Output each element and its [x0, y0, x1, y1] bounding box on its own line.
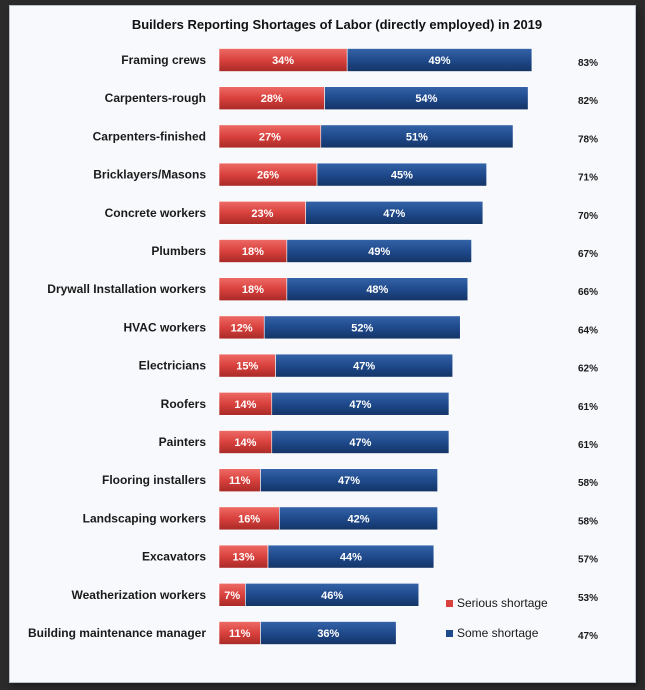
stacked-bar-chart: Builders Reporting Shortages of Labor (d…	[28, 17, 598, 645]
total-label: 71%	[578, 173, 598, 184]
category-label: Plumbers	[151, 244, 206, 258]
bar-some-shortage	[279, 506, 438, 531]
total-label: 61%	[578, 440, 598, 451]
bar-some-shortage	[271, 391, 450, 416]
category-label: Framing crews	[121, 53, 206, 67]
chart-title: Builders Reporting Shortages of Labor (d…	[132, 17, 542, 32]
category-label: Roofers	[161, 397, 207, 411]
total-label: 47%	[578, 631, 598, 642]
category-label: HVAC workers	[124, 320, 207, 334]
data-label: 18%	[242, 284, 264, 296]
total-label: 57%	[578, 555, 598, 566]
data-label: 13%	[232, 552, 254, 564]
bar-some-shortage	[305, 201, 484, 225]
data-label: 47%	[349, 437, 371, 449]
data-label: 45%	[391, 170, 413, 182]
data-label: 28%	[261, 93, 283, 105]
total-label: 58%	[578, 516, 598, 527]
legend-label-some: Some shortage	[457, 626, 539, 640]
data-label: 47%	[383, 208, 405, 220]
chart-frame: Builders Reporting Shortages of Labor (d…	[9, 5, 636, 683]
data-label: 47%	[338, 475, 360, 487]
legend-swatch-some	[446, 630, 453, 637]
bars-group: Framing crews 34% 49% 83% Carpenters-rough 28…	[28, 48, 598, 645]
data-label: 54%	[415, 93, 437, 105]
data-label: 23%	[251, 208, 273, 220]
bar-some-shortage	[286, 277, 469, 302]
category-label: Carpenters-finished	[93, 129, 206, 143]
bar-some-shortage	[263, 315, 461, 340]
data-label: 16%	[238, 513, 260, 525]
legend: Serious shortage Some shortage	[446, 596, 548, 640]
data-label: 47%	[353, 361, 375, 373]
category-label: Drywall Installation workers	[47, 282, 206, 296]
category-label: Painters	[159, 435, 207, 449]
data-label: 44%	[340, 552, 362, 564]
category-label: Landscaping workers	[83, 511, 207, 525]
data-label: 15%	[236, 361, 258, 373]
data-label: 11%	[229, 628, 251, 640]
bar-some-shortage	[271, 430, 450, 454]
category-label: Flooring installers	[102, 473, 206, 487]
data-label: 52%	[351, 322, 373, 334]
category-label: Excavators	[142, 550, 206, 564]
total-label: 70%	[578, 211, 598, 222]
data-label: 18%	[242, 246, 264, 258]
data-label: 14%	[234, 437, 256, 449]
total-label: 66%	[578, 287, 598, 298]
category-label: Weatherization workers	[72, 588, 207, 602]
total-label: 82%	[578, 96, 598, 107]
data-label: 27%	[259, 131, 281, 143]
category-label: Bricklayers/Masons	[93, 168, 206, 182]
total-label: 64%	[578, 325, 598, 336]
data-label: 47%	[349, 399, 371, 411]
bar-some-shortage	[245, 582, 420, 607]
category-label: Electricians	[139, 359, 207, 373]
data-label: 11%	[229, 475, 251, 487]
category-label: Carpenters-rough	[105, 91, 206, 105]
data-label: 51%	[406, 131, 428, 143]
data-label: 42%	[347, 513, 369, 525]
data-label: 46%	[321, 590, 343, 602]
total-label: 58%	[578, 478, 598, 489]
bar-some-shortage	[275, 353, 454, 378]
total-label: 62%	[578, 364, 598, 375]
total-label: 78%	[578, 134, 598, 145]
category-label: Concrete workers	[105, 206, 207, 220]
data-label: 49%	[368, 246, 390, 258]
data-label: 26%	[257, 170, 279, 182]
data-label: 36%	[317, 628, 339, 640]
total-label: 53%	[578, 593, 598, 604]
bar-some-shortage	[260, 468, 438, 493]
data-label: 48%	[366, 284, 388, 296]
data-label: 7%	[224, 590, 240, 602]
bar-some-shortage	[346, 48, 533, 72]
data-label: 12%	[231, 322, 253, 334]
data-label: 14%	[234, 399, 256, 411]
total-label: 61%	[578, 402, 598, 413]
total-label: 67%	[578, 249, 598, 260]
bar-some-shortage	[320, 124, 514, 149]
bar-some-shortage	[316, 162, 487, 187]
bar-some-shortage	[260, 621, 397, 645]
total-label: 83%	[578, 58, 598, 69]
data-label: 49%	[429, 55, 451, 67]
legend-label-serious: Serious shortage	[457, 596, 548, 610]
legend-swatch-serious	[446, 600, 453, 607]
category-label: Building maintenance manager	[28, 626, 206, 640]
bar-some-shortage	[324, 86, 529, 110]
data-label: 34%	[272, 55, 294, 67]
bar-some-shortage	[286, 239, 472, 263]
bar-some-shortage	[267, 544, 435, 569]
